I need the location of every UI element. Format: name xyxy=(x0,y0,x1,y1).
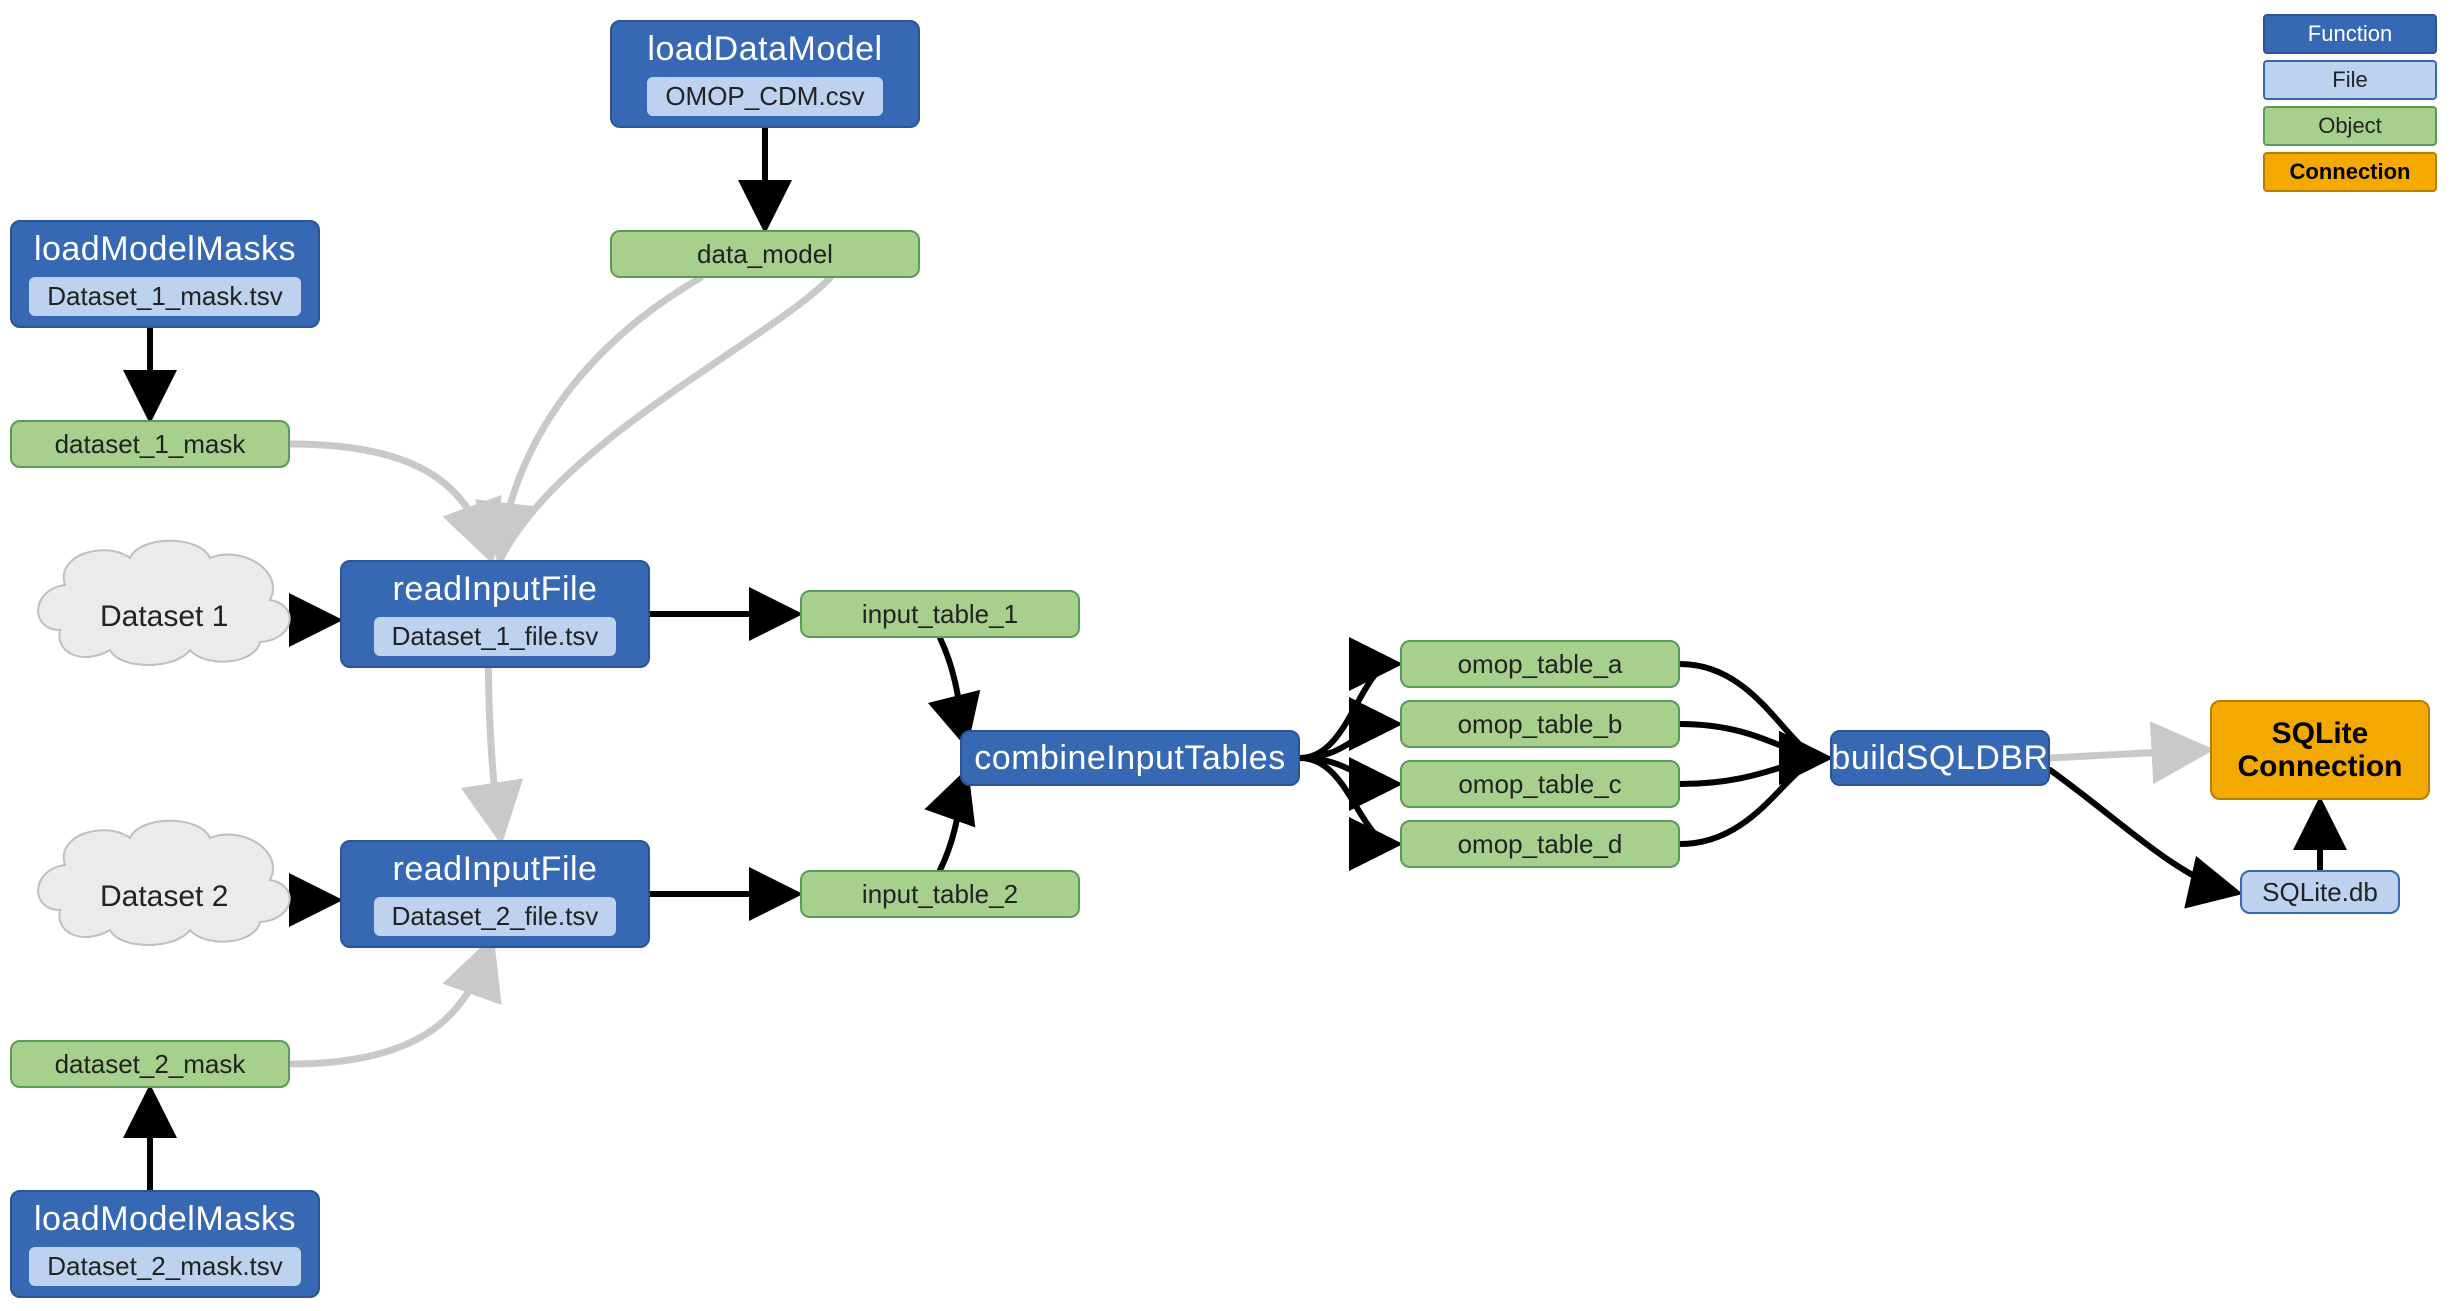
node-buildSQLDBR: buildSQLDBR xyxy=(1830,730,2050,786)
edge-input_table_2-to-combineInputTables xyxy=(940,776,965,870)
node-omop-table-d: omop_table_d xyxy=(1400,820,1680,868)
cloud-label-dataset-2: Dataset 2 xyxy=(100,880,228,914)
edge-dataset_2_mask-to-readInputFile2 xyxy=(290,945,490,1064)
node-dataset-1-mask: dataset_1_mask xyxy=(10,420,290,468)
func-title: loadModelMasks xyxy=(34,1200,296,1239)
edge-combineInputTables-to-omop_table_a xyxy=(1300,664,1394,758)
node-dataset-2-mask: dataset_2_mask xyxy=(10,1040,290,1088)
edge-data_model-to-readInputFile2 xyxy=(488,278,830,835)
edge-buildSQLDBR-to-sqlite_db xyxy=(2050,770,2234,892)
edge-data_model-to-readInputFile1 xyxy=(500,278,700,555)
node-data-model: data_model xyxy=(610,230,920,278)
conn-line-1: SQLite xyxy=(2272,717,2369,750)
edge-input_table_1-to-combineInputTables xyxy=(940,638,965,740)
func-title: loadModelMasks xyxy=(34,230,296,269)
node-omop-table-c: omop_table_c xyxy=(1400,760,1680,808)
edge-omop_table_a-to-buildSQLDBR xyxy=(1680,664,1824,758)
edge-omop_table_b-to-buildSQLDBR xyxy=(1680,724,1824,758)
conn-line-2: Connection xyxy=(2238,750,2403,783)
node-loadModelMasks-2: loadModelMasks Dataset_2_mask.tsv xyxy=(10,1190,320,1298)
legend-file: File xyxy=(2263,60,2437,100)
node-sqlite-db: SQLite.db xyxy=(2240,870,2400,914)
edge-omop_table_d-to-buildSQLDBR xyxy=(1680,758,1824,844)
node-sqlite-connection: SQLite Connection xyxy=(2210,700,2430,800)
node-readInputFile-2: readInputFile Dataset_2_file.tsv xyxy=(340,840,650,948)
func-file: Dataset_1_file.tsv xyxy=(372,615,619,658)
legend-connection: Connection xyxy=(2263,152,2437,192)
cloud-label-dataset-1: Dataset 1 xyxy=(100,600,228,634)
func-file: OMOP_CDM.csv xyxy=(645,75,884,118)
func-file: Dataset_2_mask.tsv xyxy=(27,1245,303,1288)
edge-buildSQLDBR-to-sqlite_conn xyxy=(2050,750,2204,758)
func-title: readInputFile xyxy=(393,850,598,889)
func-file: Dataset_2_file.tsv xyxy=(372,895,619,938)
edge-dataset_1_mask-to-readInputFile1 xyxy=(290,444,490,555)
node-loadDataModel: loadDataModel OMOP_CDM.csv xyxy=(610,20,920,128)
node-input-table-2: input_table_2 xyxy=(800,870,1080,918)
node-omop-table-a: omop_table_a xyxy=(1400,640,1680,688)
node-combineInputTables: combineInputTables xyxy=(960,730,1300,786)
edge-combineInputTables-to-omop_table_b xyxy=(1300,724,1394,758)
edge-combineInputTables-to-omop_table_c xyxy=(1300,758,1394,784)
node-omop-table-b: omop_table_b xyxy=(1400,700,1680,748)
edge-omop_table_c-to-buildSQLDBR xyxy=(1680,758,1824,784)
legend-function: Function xyxy=(2263,14,2437,54)
node-readInputFile-1: readInputFile Dataset_1_file.tsv xyxy=(340,560,650,668)
legend: Function File Object Connection xyxy=(2263,14,2437,192)
node-loadModelMasks-1: loadModelMasks Dataset_1_mask.tsv xyxy=(10,220,320,328)
func-file: Dataset_1_mask.tsv xyxy=(27,275,303,318)
node-input-table-1: input_table_1 xyxy=(800,590,1080,638)
legend-object: Object xyxy=(2263,106,2437,146)
func-title: readInputFile xyxy=(393,570,598,609)
diagram-canvas: Dataset 1 Dataset 2 loadDataModel OMOP_C… xyxy=(0,0,2461,1311)
edge-combineInputTables-to-omop_table_d xyxy=(1300,758,1394,844)
func-title: loadDataModel xyxy=(647,30,882,69)
